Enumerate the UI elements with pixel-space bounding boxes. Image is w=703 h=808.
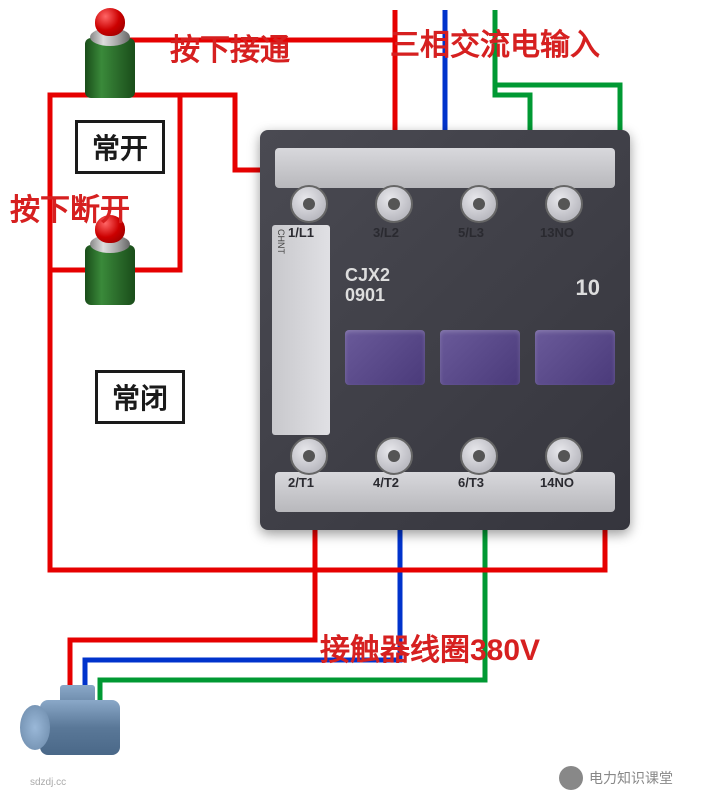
terminal-1L1: [290, 185, 328, 223]
label-three-phase: 三相交流电输入: [390, 20, 600, 64]
watermark-icon: [559, 766, 583, 790]
tlabel-13NO: 13NO: [540, 225, 574, 240]
aux-code: 10: [576, 275, 600, 301]
label-press-on: 按下接通: [170, 25, 290, 69]
contactor-body: CHNT 1/L1 3/L2 5/L3 13NO CJX2 0901 10 2/…: [260, 130, 630, 530]
terminal-2T1: [290, 437, 328, 475]
terminal-3L2: [375, 185, 413, 223]
label-coil-voltage: 接触器线圈380V: [320, 625, 540, 669]
tlabel-5L3: 5/L3: [458, 225, 484, 240]
terminal-13NO: [545, 185, 583, 223]
model-line2: 0901: [345, 285, 385, 306]
label-normally-open: 常开: [75, 120, 165, 174]
blabel-14NO: 14NO: [540, 475, 574, 490]
watermark: 电力知识课堂: [559, 766, 673, 790]
terminal-14NO: [545, 437, 583, 475]
model-line1: CJX2: [345, 265, 390, 286]
terminal-5L3: [460, 185, 498, 223]
tlabel-3L2: 3/L2: [373, 225, 399, 240]
wire-red-T1-motor: [70, 500, 315, 710]
blabel-2T1: 2/T1: [288, 475, 314, 490]
watermark-text: 电力知识课堂: [589, 768, 673, 788]
contactor-top-strip: [275, 148, 615, 188]
small-watermark: sdzdj.cc: [30, 777, 66, 788]
blabel-4T2: 4/T2: [373, 475, 399, 490]
purple-block-1: [345, 330, 425, 385]
blabel-6T3: 6/T3: [458, 475, 484, 490]
label-normally-closed: 常闭: [95, 370, 185, 424]
wire-blue-T2-motor: [85, 500, 400, 715]
terminal-6T3: [460, 437, 498, 475]
motor-icon: [20, 700, 140, 770]
wire-green-T3-motor: [100, 500, 485, 720]
push-button-no: [85, 8, 135, 98]
tlabel-1L1: 1/L1: [288, 225, 314, 240]
purple-block-3: [535, 330, 615, 385]
label-press-off: 按下断开: [10, 185, 130, 229]
terminal-4T2: [375, 437, 413, 475]
purple-block-2: [440, 330, 520, 385]
contactor-info-panel: CHNT: [272, 225, 330, 435]
